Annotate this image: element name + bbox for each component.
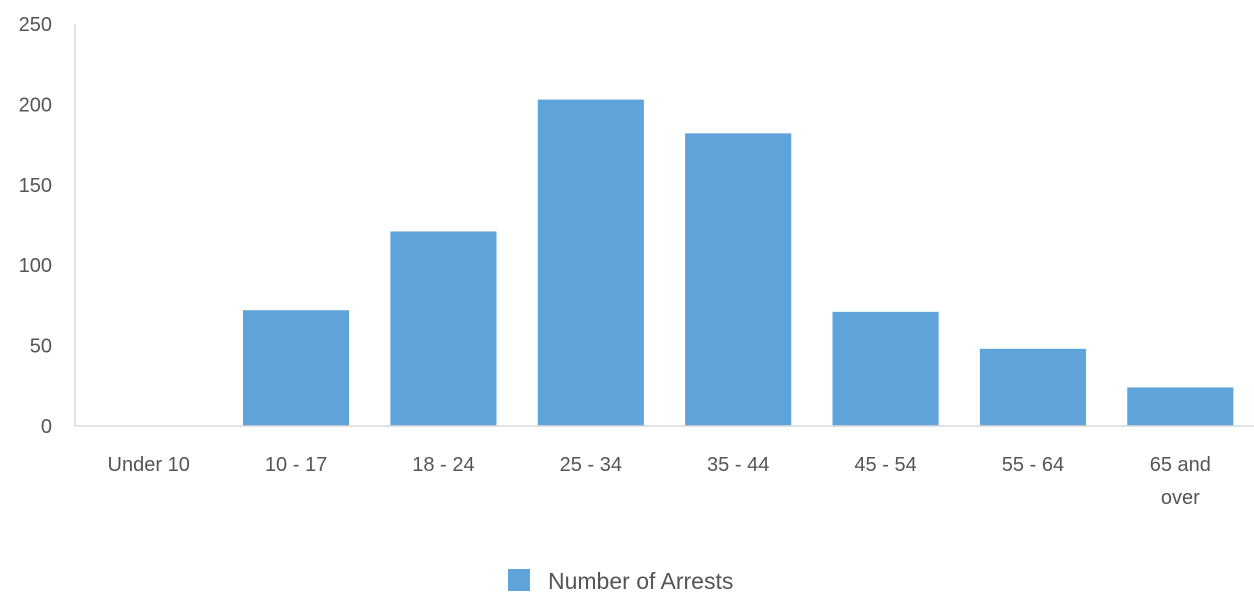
y-tick-label: 200 bbox=[19, 94, 52, 116]
bar-65-and-over bbox=[1127, 387, 1234, 426]
x-tick-label: 10 - 17 bbox=[265, 454, 327, 476]
x-tick-label-line: 45 - 54 bbox=[854, 454, 916, 476]
x-axis: Under 10 10 - 17 18 - 24 25 - 34 35 - 44 45 -… bbox=[75, 425, 1254, 509]
x-tick-label-line: 65 and bbox=[1150, 454, 1211, 476]
legend-label: Number of Arrests bbox=[548, 568, 733, 594]
bar-25-34 bbox=[537, 99, 644, 427]
x-tick-label-line: 55 - 64 bbox=[1002, 454, 1064, 476]
x-tick-label-line: Under 10 bbox=[108, 454, 190, 476]
x-tick-label: 65 and over bbox=[1150, 454, 1211, 509]
x-tick-label-line: 35 - 44 bbox=[707, 454, 769, 476]
x-tick-label: 18 - 24 bbox=[412, 454, 474, 476]
bar-45-54 bbox=[832, 311, 939, 426]
x-tick-label: Under 10 bbox=[108, 454, 190, 476]
y-tick-label: 0 bbox=[41, 416, 52, 438]
bar-18-24 bbox=[390, 231, 497, 426]
bars bbox=[243, 99, 1234, 427]
bar-55-64 bbox=[979, 348, 1086, 426]
x-tick-label-line: 18 - 24 bbox=[412, 454, 474, 476]
y-tick-label: 50 bbox=[30, 336, 52, 358]
x-tick-label-line: over bbox=[1161, 487, 1200, 509]
y-tick-label: 100 bbox=[19, 255, 52, 277]
x-tick-label: 25 - 34 bbox=[560, 454, 622, 476]
y-tick-label: 150 bbox=[19, 175, 52, 197]
legend: Number of Arrests bbox=[508, 568, 733, 594]
x-tick-label-line: 10 - 17 bbox=[265, 454, 327, 476]
bar-10-17 bbox=[243, 310, 350, 426]
x-tick-label: 55 - 64 bbox=[1002, 454, 1064, 476]
x-tick-label-line: 25 - 34 bbox=[560, 454, 622, 476]
bar-35-44 bbox=[685, 133, 792, 426]
x-tick-label: 35 - 44 bbox=[707, 454, 769, 476]
legend-swatch bbox=[508, 569, 530, 591]
y-axis: 0 50 100 150 200 250 bbox=[19, 14, 76, 438]
x-tick-label: 45 - 54 bbox=[854, 454, 916, 476]
y-tick-label: 250 bbox=[19, 14, 52, 36]
